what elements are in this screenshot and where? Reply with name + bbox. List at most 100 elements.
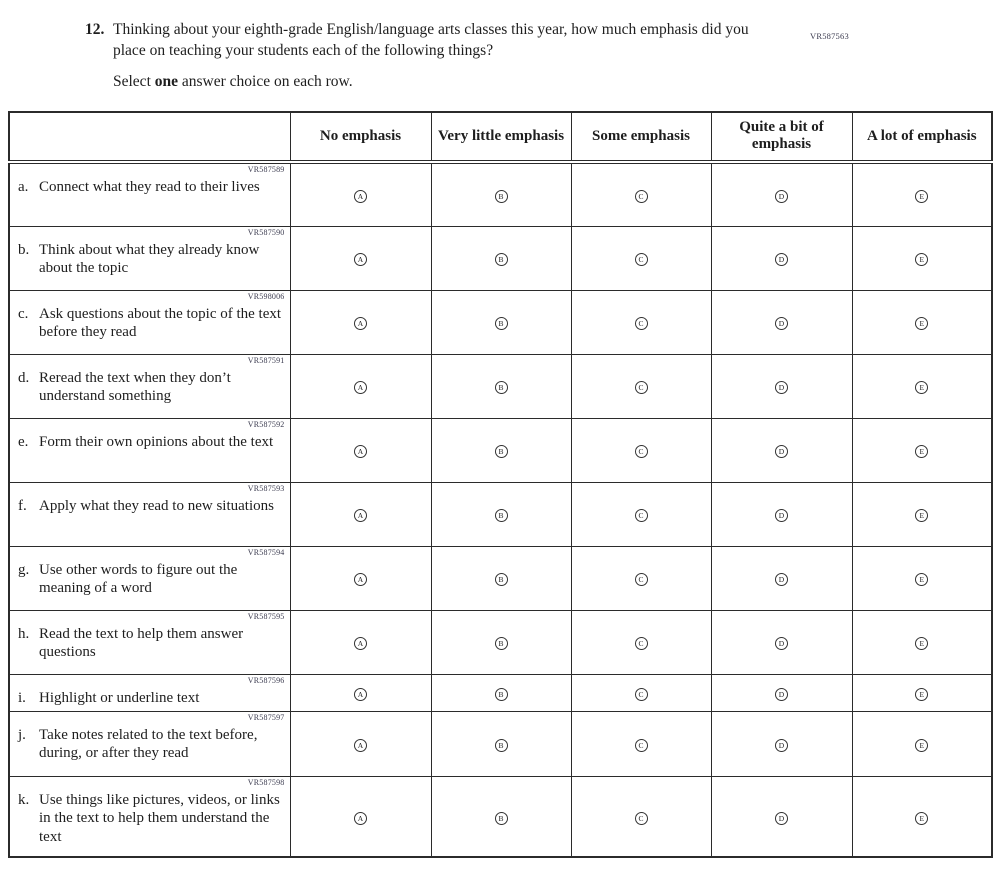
option-bubble-B[interactable]: B	[494, 509, 508, 523]
option-bubble-B[interactable]: B	[494, 688, 508, 702]
row-label: Highlight or underline text	[39, 689, 200, 706]
option-bubble-A[interactable]: A	[354, 739, 367, 753]
option-bubble-B[interactable]: B	[494, 317, 508, 331]
option-cell: D	[710, 289, 853, 355]
option-bubble-B[interactable]: B	[494, 190, 508, 204]
option-bubble-B[interactable]: B	[494, 637, 508, 651]
option-cell: E	[851, 545, 993, 611]
option-bubble-C[interactable]: C	[634, 688, 648, 702]
row-letter: g.	[18, 561, 30, 578]
option-bubble-C[interactable]: C	[634, 637, 648, 651]
option-bubble-C[interactable]: C	[634, 381, 648, 395]
table-row: VR587597 j. Take notes related to the text…	[8, 710, 993, 777]
option-bubble-B[interactable]: B	[494, 573, 508, 587]
option-cell: B	[430, 161, 572, 227]
row-label: Use things like pictures, videos, or lin…	[39, 791, 280, 845]
option-bubble-E[interactable]: E	[915, 509, 929, 523]
option-cell: C	[570, 710, 712, 777]
option-cell: E	[851, 353, 993, 419]
option-bubble-D[interactable]: D	[775, 637, 788, 651]
option-bubble-A[interactable]: A	[354, 688, 367, 702]
option-bubble-E[interactable]: E	[915, 317, 929, 331]
option-cell: A	[289, 609, 432, 675]
option-bubble-D[interactable]: D	[775, 317, 788, 331]
option-cell: C	[570, 609, 712, 675]
option-bubble-A[interactable]: A	[354, 637, 367, 651]
option-bubble-E[interactable]: E	[915, 381, 929, 395]
row-label-cell: VR587596 i. Highlight or underline text	[8, 673, 291, 712]
option-bubble-E[interactable]: E	[915, 688, 929, 702]
option-cell: B	[430, 775, 572, 858]
option-bubble-B[interactable]: B	[494, 445, 508, 459]
option-cell: E	[851, 289, 993, 355]
option-bubble-B[interactable]: B	[494, 739, 508, 753]
row-label-cell: VR587598 k. Use things like pictures, vide…	[8, 775, 291, 858]
option-bubble-E[interactable]: E	[915, 190, 929, 204]
option-bubble-A[interactable]: A	[354, 509, 367, 523]
option-bubble-D[interactable]: D	[775, 509, 788, 523]
row-code: VR587598	[247, 777, 285, 787]
option-cell: E	[851, 673, 993, 712]
question-text: Thinking about your eighth-grade English…	[113, 21, 749, 60]
row-label-cell: VR587591 d. Reread the text when they don’…	[8, 353, 291, 419]
row-label: Connect what they read to their lives	[39, 179, 260, 196]
option-bubble-D[interactable]: D	[775, 739, 788, 753]
table-row: VR587594 g. Use other words to figure out …	[8, 545, 993, 611]
option-bubble-E[interactable]: E	[915, 739, 929, 753]
option-cell: D	[710, 481, 853, 547]
option-bubble-A[interactable]: A	[354, 445, 367, 459]
row-label-column-header	[8, 111, 291, 165]
option-cell: D	[710, 417, 853, 483]
select-instruction: Select one answer choice on each row.	[113, 73, 995, 91]
option-bubble-D[interactable]: D	[775, 381, 788, 395]
option-bubble-D[interactable]: D	[775, 253, 788, 267]
option-bubble-E[interactable]: E	[915, 253, 929, 267]
option-cell: A	[289, 673, 432, 712]
option-cell: A	[289, 417, 432, 483]
row-code: VR587594	[247, 547, 285, 557]
row-code: VR587597	[247, 712, 285, 722]
option-bubble-C[interactable]: C	[634, 190, 648, 204]
option-cell: D	[710, 775, 853, 858]
option-cell: B	[430, 417, 572, 483]
option-bubble-A[interactable]: A	[354, 253, 367, 267]
option-bubble-C[interactable]: C	[634, 739, 648, 753]
option-cell: C	[570, 161, 712, 227]
option-bubble-D[interactable]: D	[775, 573, 788, 587]
option-bubble-E[interactable]: E	[915, 445, 929, 459]
row-label: Ask questions about the topic of the tex…	[39, 305, 282, 340]
option-bubble-B[interactable]: B	[494, 811, 508, 825]
option-bubble-D[interactable]: D	[775, 811, 788, 825]
option-bubble-E[interactable]: E	[915, 811, 929, 825]
option-bubble-D[interactable]: D	[775, 445, 788, 459]
question: 12. Thinking about your eighth-grade Eng…	[85, 19, 757, 62]
option-bubble-B[interactable]: B	[494, 253, 508, 267]
option-bubble-A[interactable]: A	[354, 573, 367, 587]
option-bubble-A[interactable]: A	[354, 317, 367, 331]
option-bubble-E[interactable]: E	[915, 637, 929, 651]
option-bubble-C[interactable]: C	[634, 317, 648, 331]
option-bubble-D[interactable]: D	[775, 688, 788, 702]
option-cell: C	[570, 481, 712, 547]
option-bubble-A[interactable]: A	[354, 381, 367, 395]
option-bubble-A[interactable]: A	[354, 811, 367, 825]
row-label-cell: VR587592 e. Form their own opinions about …	[8, 417, 291, 483]
option-cell: B	[430, 710, 572, 777]
option-bubble-C[interactable]: C	[634, 445, 648, 459]
option-bubble-B[interactable]: B	[494, 381, 508, 395]
table-row: VR587593 f. Apply what they read to new si…	[8, 481, 993, 547]
row-letter: c.	[18, 305, 29, 322]
option-bubble-E[interactable]: E	[915, 573, 929, 587]
row-code: VR587595	[247, 611, 285, 621]
option-bubble-C[interactable]: C	[634, 253, 648, 267]
option-bubble-C[interactable]: C	[634, 509, 648, 523]
table-row: VR587592 e. Form their own opinions about …	[8, 417, 993, 483]
table-row: VR587591 d. Reread the text when they don’…	[8, 353, 993, 419]
table-row: VR598006 c. Ask questions about the topic …	[8, 289, 993, 355]
option-bubble-D[interactable]: D	[775, 190, 788, 204]
option-bubble-C[interactable]: C	[634, 811, 648, 825]
row-label: Take notes related to the text before, d…	[39, 726, 258, 762]
option-bubble-A[interactable]: A	[354, 190, 367, 204]
column-header: Some emphasis	[570, 111, 712, 165]
option-bubble-C[interactable]: C	[634, 573, 648, 587]
